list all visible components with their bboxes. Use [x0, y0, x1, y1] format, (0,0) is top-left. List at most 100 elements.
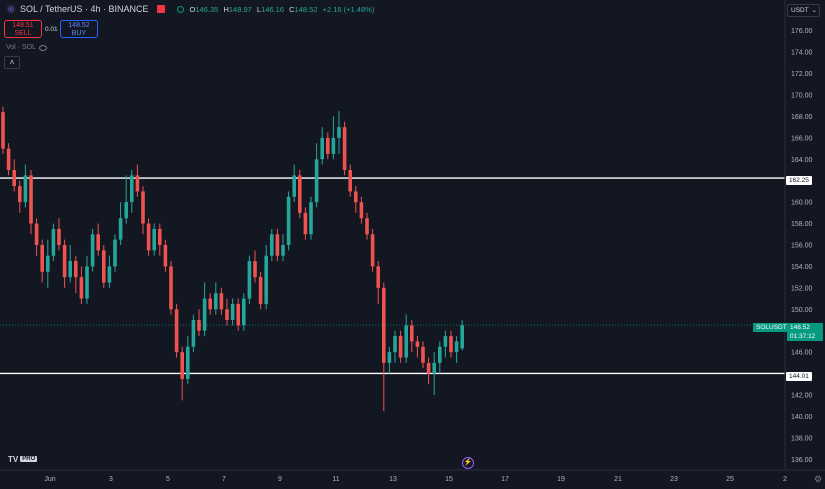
- candle-body: [314, 159, 319, 203]
- price-tick-label: 140.00: [791, 414, 813, 421]
- candle-body: [365, 218, 369, 235]
- sell-price: 148.51: [12, 22, 34, 29]
- candle-body: [57, 228, 61, 245]
- time-tick-label: Jun: [44, 476, 55, 483]
- candle-body: [197, 320, 201, 331]
- time-tick-label: 7: [222, 476, 226, 483]
- gear-icon[interactable]: ⚙: [814, 474, 823, 484]
- buy-price: 148.52: [68, 22, 90, 29]
- candle-body: [426, 362, 431, 374]
- candle-body: [18, 186, 22, 203]
- tradingview-logo[interactable]: TV PRO: [8, 453, 46, 465]
- candle-body: [29, 175, 33, 224]
- candle-body: [298, 175, 302, 213]
- candle-body: [438, 346, 442, 363]
- symbol-price-tag: SOLUSDT: [753, 323, 790, 332]
- candle-body: [275, 234, 280, 256]
- time-tick-label: 2: [783, 476, 787, 483]
- candle-countdown: 01:37:12: [787, 332, 823, 341]
- candle-body: [258, 277, 263, 304]
- candle-body: [236, 303, 240, 326]
- last-price-label: 148.52: [787, 323, 823, 332]
- time-tick-label: 11: [332, 476, 339, 483]
- time-tick-label: 9: [278, 476, 282, 483]
- candle-body: [225, 309, 229, 320]
- candle-body: [421, 346, 425, 363]
- candle-body: [51, 228, 56, 256]
- candle-body: [376, 266, 380, 288]
- currency-selector[interactable]: USDT ⌄: [787, 4, 820, 17]
- collapse-legend-button[interactable]: ˄: [4, 56, 20, 69]
- price-tick-label: 164.00: [791, 157, 813, 164]
- candle-body: [90, 234, 95, 267]
- time-tick-label: 23: [670, 476, 678, 483]
- candle-body: [230, 303, 235, 320]
- candle-body: [382, 287, 386, 363]
- time-tick-label: 13: [389, 476, 397, 483]
- candle-body: [202, 298, 207, 331]
- candle-body: [12, 170, 16, 187]
- candle-body: [398, 336, 403, 358]
- candle-body: [331, 137, 336, 154]
- candle-body: [449, 336, 453, 353]
- price-tick-label: 146.00: [791, 350, 813, 357]
- lightning-icon[interactable]: ⚡: [462, 457, 474, 469]
- time-tick-label: 17: [501, 476, 509, 483]
- buy-label: BUY: [71, 30, 87, 37]
- candle-body: [118, 218, 123, 240]
- candle-body: [214, 293, 218, 310]
- candle-body: [180, 352, 184, 379]
- level-lines: [0, 177, 785, 375]
- sell-button[interactable]: 148.51 SELL: [4, 20, 42, 38]
- candle-body: [460, 325, 464, 349]
- price-tick-label: 158.00: [791, 221, 813, 228]
- symbol-title: SOL / TetherUS · 4h · BINANCE: [20, 4, 149, 14]
- candle-body: [85, 266, 89, 299]
- candle-body: [219, 293, 224, 310]
- candle-body: [432, 362, 436, 374]
- candle-body: [191, 320, 196, 347]
- candle-body: [68, 261, 72, 278]
- candle-body: [342, 127, 347, 170]
- eye-icon[interactable]: [38, 44, 47, 51]
- price-tick-label: 176.00: [791, 28, 813, 35]
- candle-body: [158, 228, 162, 245]
- candle-body: [247, 261, 252, 299]
- candle-body: [107, 266, 112, 283]
- volume-label: Vol · SOL: [6, 44, 36, 51]
- time-tick-label: 25: [726, 476, 734, 483]
- pro-badge: PRO: [20, 456, 38, 462]
- price-tick-label: 174.00: [791, 50, 813, 57]
- live-status-icon: [176, 5, 184, 13]
- time-tick-label: 21: [614, 476, 622, 483]
- candle-body: [264, 255, 268, 304]
- candle-body: [303, 212, 308, 235]
- candle-body: [309, 202, 313, 235]
- candle-body: [34, 223, 39, 245]
- tv-logo-text: TV: [8, 454, 19, 464]
- candle-body: [46, 255, 50, 272]
- buy-button[interactable]: 148.52 BUY: [60, 20, 98, 38]
- price-tick-label: 170.00: [791, 93, 813, 100]
- candle-body: [141, 191, 145, 224]
- candle-body: [163, 245, 168, 267]
- price-tick-label: 156.00: [791, 243, 813, 250]
- symbol-header[interactable]: ◎ SOL / TetherUS · 4h · BINANCE O146.35 …: [6, 4, 377, 14]
- volume-indicator-legend[interactable]: Vol · SOL: [6, 44, 47, 51]
- candle-body: [281, 245, 285, 256]
- candle-body: [96, 234, 100, 251]
- solana-logo-icon: ◎: [6, 4, 16, 14]
- support-level-label: 144.01: [786, 372, 812, 381]
- candle-body: [443, 336, 448, 347]
- candle-body: [23, 175, 28, 203]
- candle-body: [6, 148, 11, 170]
- candle-body: [320, 137, 324, 160]
- candle-body: [359, 202, 364, 219]
- market-status-icon: [156, 5, 165, 13]
- candle-body: [174, 309, 179, 353]
- candle-body: [1, 112, 5, 149]
- currency-label: USDT: [791, 7, 809, 14]
- candle-body: [404, 325, 408, 358]
- price-tick-label: 168.00: [791, 114, 813, 121]
